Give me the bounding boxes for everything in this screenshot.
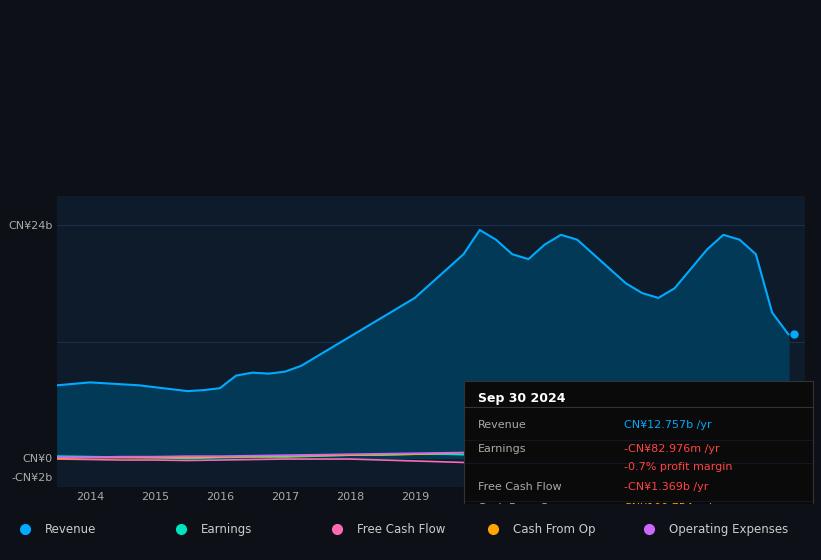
Text: -0.7% profit margin: -0.7% profit margin — [624, 462, 733, 472]
Text: CN¥12.757b /yr: CN¥12.757b /yr — [624, 421, 712, 431]
Text: CN¥100.754m /yr: CN¥100.754m /yr — [624, 503, 722, 513]
Text: Cash From Op: Cash From Op — [478, 503, 556, 513]
Text: Cash From Op: Cash From Op — [513, 522, 595, 536]
Text: Earnings: Earnings — [478, 444, 526, 454]
Text: CN¥663.809m /yr: CN¥663.809m /yr — [624, 525, 722, 535]
Text: Operating Expenses: Operating Expenses — [478, 525, 590, 535]
Text: Free Cash Flow: Free Cash Flow — [478, 482, 562, 492]
Text: Operating Expenses: Operating Expenses — [669, 522, 788, 536]
Text: Revenue: Revenue — [478, 421, 526, 431]
Text: Sep 30 2024: Sep 30 2024 — [478, 393, 566, 405]
Text: -CN¥82.976m /yr: -CN¥82.976m /yr — [624, 444, 720, 454]
Text: Free Cash Flow: Free Cash Flow — [357, 522, 446, 536]
Text: -CN¥1.369b /yr: -CN¥1.369b /yr — [624, 482, 709, 492]
Text: Revenue: Revenue — [45, 522, 97, 536]
Text: Earnings: Earnings — [201, 522, 253, 536]
